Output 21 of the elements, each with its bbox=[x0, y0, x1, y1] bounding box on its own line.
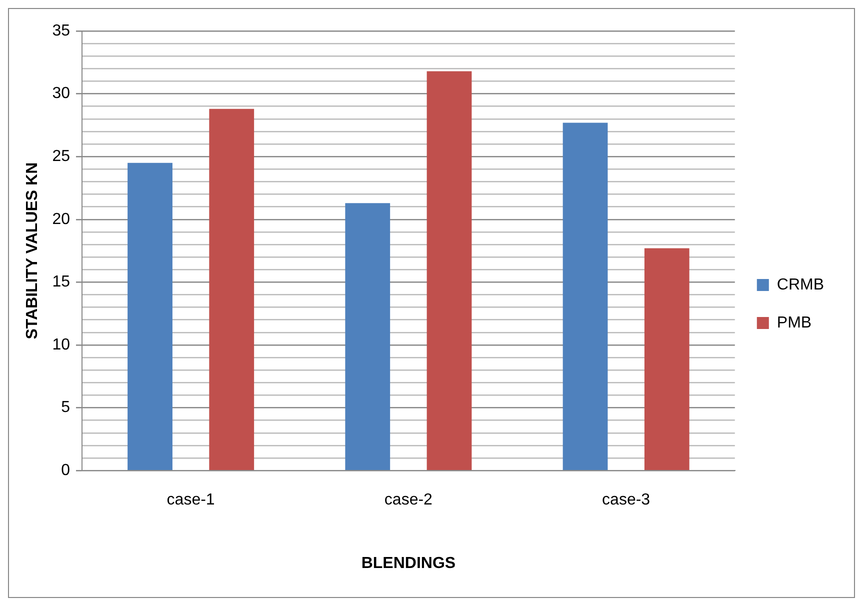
bar bbox=[209, 108, 254, 470]
bar bbox=[426, 71, 472, 470]
y-tick-label: 0 bbox=[61, 462, 70, 480]
x-tick-label: case-3 bbox=[602, 492, 650, 509]
y-tick-label: 25 bbox=[52, 148, 70, 166]
y-tick-label: 5 bbox=[61, 399, 70, 416]
x-tick-label: case-2 bbox=[384, 492, 433, 509]
y-tick-label: 20 bbox=[52, 210, 70, 228]
bar bbox=[644, 248, 690, 470]
y-tick-label: 10 bbox=[52, 336, 70, 354]
y-tick-label: 30 bbox=[52, 85, 70, 102]
bar bbox=[128, 162, 172, 470]
bar bbox=[562, 122, 608, 470]
y-tick-label: 15 bbox=[52, 274, 70, 291]
y-tick-label: 35 bbox=[52, 22, 70, 40]
x-tick-label: case-1 bbox=[166, 492, 215, 509]
legend-label: PMB bbox=[776, 314, 812, 332]
y-axis-title: STABILITY VALUES KN bbox=[24, 162, 42, 340]
x-axis-title: BLENDINGS bbox=[361, 554, 456, 572]
legend-label: CRMB bbox=[776, 276, 824, 294]
bar bbox=[345, 203, 390, 470]
